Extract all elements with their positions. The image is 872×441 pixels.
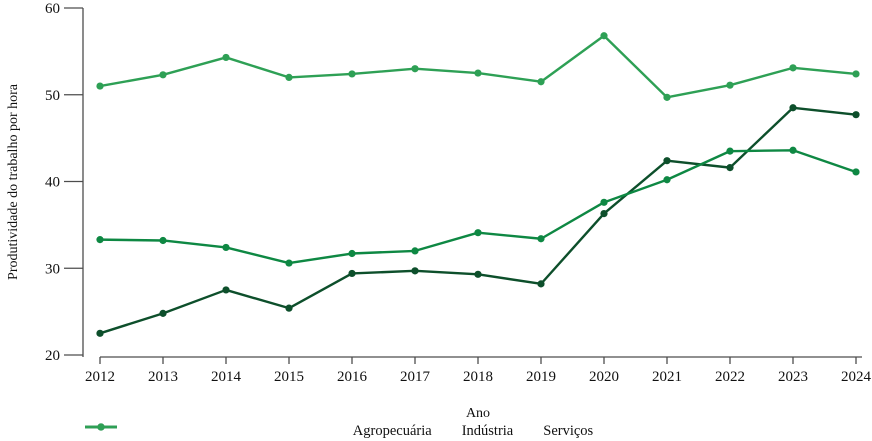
data-point-industria-2019 [537, 235, 545, 243]
data-point-agropecuaria-2013 [159, 309, 167, 317]
y-tick-label-50: 50 [45, 88, 60, 104]
legend-marker-servicos [85, 423, 117, 431]
data-point-agropecuaria-2015 [285, 304, 293, 312]
data-point-agropecuaria-2024 [852, 111, 860, 119]
data-point-servicos-2015 [285, 73, 293, 81]
legend: Agropecuária Indústria Serviços [84, 422, 862, 441]
data-point-industria-2022 [726, 147, 734, 155]
x-tick-label-2016: 2016 [337, 369, 368, 385]
series-line-servicos [99, 34, 857, 99]
data-point-servicos-2017 [411, 65, 419, 73]
axes: 20 30 40 50 60 2012 2013 2014 2015 2016 2017 2018 20… [45, 1, 872, 385]
x-tick-label-2020: 2020 [589, 369, 619, 385]
legend-item-agropecuaria: Agropecuária [85, 423, 432, 440]
legend-marker-dot [97, 423, 105, 431]
y-tick-label-40: 40 [45, 175, 60, 191]
data-point-industria-2017 [411, 247, 419, 255]
data-point-agropecuaria-2017 [411, 267, 419, 275]
data-point-agropecuaria-2021 [663, 157, 671, 165]
data-point-agropecuaria-2022 [726, 164, 734, 172]
data-point-servicos-2013 [159, 71, 167, 79]
data-point-industria-2015 [285, 259, 293, 267]
x-tick-label-2021: 2021 [652, 369, 682, 385]
y-axis-title: Produtividade do trabalho por hora [6, 83, 21, 280]
data-point-servicos-2018 [474, 69, 482, 77]
data-point-industria-2020 [600, 198, 608, 206]
y-tick-label-30: 30 [45, 261, 60, 277]
data-point-servicos-2022 [726, 81, 734, 89]
x-tick-label-2017: 2017 [400, 369, 431, 385]
x-tick-label-2013: 2013 [148, 369, 178, 385]
series-line-agropecuaria [99, 106, 857, 335]
x-tick-label-2024: 2024 [841, 369, 872, 385]
data-point-agropecuaria-2016 [348, 269, 356, 278]
data-point-agropecuaria-2018 [474, 270, 482, 278]
x-tick-label-2019: 2019 [526, 369, 556, 385]
data-point-industria-2021 [663, 176, 671, 184]
x-tick-label-2018: 2018 [463, 369, 493, 385]
legend-label-industria: Indústria [461, 423, 514, 439]
data-point-agropecuaria-2019 [537, 280, 545, 288]
data-point-industria-2024 [852, 168, 860, 176]
x-axis-title: Ano [466, 406, 490, 421]
data-point-servicos-2023 [789, 64, 797, 72]
y-tick-label-20: 20 [45, 348, 60, 364]
x-tick-label-2023: 2023 [778, 369, 808, 385]
data-point-agropecuaria-2012 [96, 329, 104, 337]
data-point-industria-2013 [159, 236, 167, 245]
data-point-industria-2023 [789, 146, 797, 154]
data-point-industria-2012 [96, 236, 104, 244]
x-tick-label-2015: 2015 [274, 369, 304, 385]
data-point-servicos-2019 [537, 78, 545, 86]
data-point-agropecuaria-2023 [789, 104, 797, 112]
y-tick-label-60: 60 [45, 1, 60, 17]
x-tick-label-2012: 2012 [85, 369, 115, 385]
data-point-servicos-2020 [600, 32, 608, 40]
legend-item-industria: Indústria [85, 423, 514, 440]
series-lines [96, 32, 860, 337]
data-point-servicos-2014 [222, 53, 230, 62]
x-tick-label-2022: 2022 [715, 369, 745, 385]
legend-label-servicos: Serviços [543, 423, 594, 439]
data-point-industria-2014 [222, 243, 230, 252]
data-point-servicos-2021 [663, 93, 671, 101]
data-point-agropecuaria-2020 [600, 209, 608, 218]
series-line-industria [99, 149, 857, 265]
x-tick-label-2014: 2014 [211, 369, 242, 385]
legend-item-servicos: Serviços [85, 423, 594, 440]
data-point-servicos-2016 [348, 70, 356, 78]
data-point-agropecuaria-2014 [222, 286, 230, 294]
data-point-servicos-2012 [96, 82, 104, 90]
data-point-industria-2018 [474, 229, 482, 237]
data-point-industria-2016 [348, 249, 356, 258]
legend-label-agropecuaria: Agropecuária [352, 423, 432, 439]
data-point-servicos-2024 [852, 70, 860, 78]
